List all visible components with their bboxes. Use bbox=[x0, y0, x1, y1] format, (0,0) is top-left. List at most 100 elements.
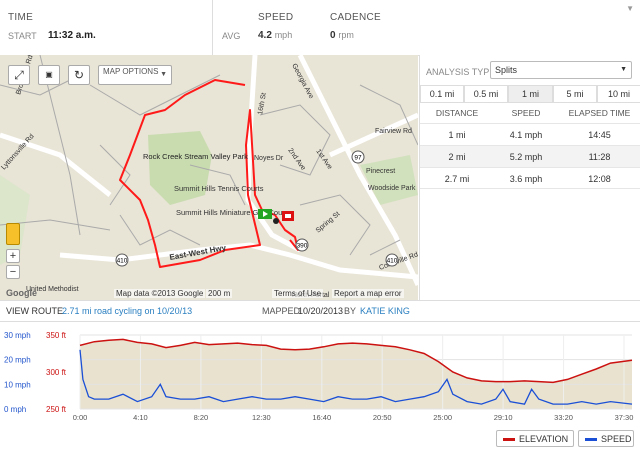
route-shield bbox=[351, 150, 365, 164]
rotate-icon[interactable]: ↻ bbox=[68, 65, 90, 85]
tab-5-mi[interactable]: 5 mi bbox=[553, 85, 597, 103]
avg-speed: 4.2 mph bbox=[258, 30, 292, 41]
time-tick-label: 0:00 bbox=[73, 413, 88, 422]
map-label: Noyes Dr bbox=[254, 155, 284, 162]
time-tick-label: 25:00 bbox=[433, 413, 452, 422]
report-error-link[interactable]: Report a map error bbox=[332, 289, 404, 298]
cadence-value: 0 bbox=[330, 30, 336, 41]
street-view-pegman-icon[interactable] bbox=[6, 223, 20, 245]
map-label: Spring St bbox=[315, 211, 342, 235]
speed-label: SPEED bbox=[258, 12, 294, 23]
time-tick-label: 12:30 bbox=[252, 413, 271, 422]
terms-link[interactable]: Terms of Use bbox=[272, 289, 324, 298]
split-time: 11:28 bbox=[588, 152, 611, 162]
elevation-area bbox=[80, 339, 632, 409]
chart-grid bbox=[79, 334, 632, 410]
analysis-panel: ANALYSIS TYPE Splits ▼ 0.1 mi 0.5 mi 1 m… bbox=[419, 55, 640, 300]
time-tick-label: 37:30 bbox=[615, 413, 634, 422]
header-elapsed-time: ELAPSED TIME bbox=[568, 108, 631, 118]
view-route-label: VIEW ROUTE bbox=[6, 306, 64, 316]
collapse-chevron-icon[interactable]: ▼ bbox=[626, 4, 634, 13]
route-shield bbox=[385, 253, 399, 267]
legend-speed-label: SPEED bbox=[601, 434, 632, 444]
split-distance: 2 mi bbox=[448, 152, 466, 162]
split-row: 1 mi 4.1 mph 14:45 bbox=[420, 123, 640, 145]
legend-elevation[interactable]: ELEVATION bbox=[496, 430, 574, 447]
split-speed: 5.2 mph bbox=[509, 152, 543, 162]
split-speed: 4.1 mph bbox=[509, 130, 543, 140]
elevation-axis: 250 ft 300 ft 350 ft bbox=[46, 331, 67, 414]
map-label: Summit Hills Miniature Golf Course bbox=[176, 208, 293, 217]
elevation-line bbox=[79, 338, 633, 384]
tab-1-mi[interactable]: 1 mi bbox=[508, 85, 553, 103]
play-icon bbox=[263, 211, 268, 217]
map-attribution: Map data ©2013 Google bbox=[114, 289, 206, 298]
map-options-label: MAP OPTIONS bbox=[103, 67, 159, 76]
zoom-out-icon[interactable]: − bbox=[6, 265, 20, 279]
map-label: Woodside Park bbox=[368, 185, 416, 192]
analysis-type-select[interactable]: Splits ▼ bbox=[490, 61, 632, 79]
zoom-in-icon[interactable]: + bbox=[6, 249, 20, 263]
header-distance: DISTANCE bbox=[435, 108, 479, 118]
by-label: BY bbox=[344, 306, 357, 316]
time-tick-label: 16:40 bbox=[312, 413, 331, 422]
splits-header: DISTANCE SPEED ELAPSED TIME bbox=[420, 108, 640, 122]
time-tick-label: 33:20 bbox=[554, 413, 573, 422]
route-shield-label: 410 bbox=[387, 258, 398, 265]
fullscreen-icon[interactable]: ⤢ bbox=[8, 65, 30, 85]
map-label: Fairview Rd bbox=[375, 128, 412, 135]
speed-tick-label: 0 mph bbox=[4, 405, 26, 414]
chevron-down-icon: ▼ bbox=[160, 71, 167, 78]
speed-tick-label: 20 mph bbox=[4, 356, 31, 365]
speed-tick-label: 30 mph bbox=[4, 331, 31, 340]
avg-speed-unit: mph bbox=[274, 30, 293, 40]
elevation-tick-label: 300 ft bbox=[46, 368, 67, 377]
map-label: 16th St bbox=[257, 92, 268, 115]
legend-speed[interactable]: SPEED bbox=[578, 430, 634, 447]
route-shield bbox=[115, 253, 129, 267]
route-map[interactable]: Brookville Rd Lyttonsville Rd Rock Creek… bbox=[0, 55, 418, 300]
header-speed: SPEED bbox=[511, 108, 541, 118]
map-label: Pinecrest bbox=[366, 168, 395, 175]
chevron-down-icon: ▼ bbox=[620, 66, 627, 73]
location-pin-icon bbox=[273, 218, 279, 224]
minor-roads bbox=[0, 55, 418, 256]
split-distance: 2.7 mi bbox=[444, 174, 470, 184]
tab-0-5-mi[interactable]: 0.5 mi bbox=[464, 85, 508, 103]
map-label: East-West Hwy bbox=[169, 243, 227, 262]
map-label: United Methodist bbox=[26, 286, 79, 293]
analysis-type-label: ANALYSIS TYPE bbox=[426, 67, 496, 77]
map-label-line: Rock Creek Stream Valley Park bbox=[143, 152, 248, 161]
google-logo: Google bbox=[6, 288, 37, 298]
map-canvas[interactable]: Brookville Rd Lyttonsville Rd Rock Creek… bbox=[0, 55, 418, 300]
start-label: START bbox=[8, 31, 37, 41]
time-tick-label: 29:10 bbox=[494, 413, 513, 422]
time-label: TIME bbox=[8, 12, 34, 23]
map-label: Rock Creek Stream Valley Park bbox=[143, 152, 248, 161]
route-link[interactable]: 2.71 mi road cycling on 10/20/13 bbox=[62, 306, 193, 316]
route-shield-label: 390 bbox=[297, 243, 308, 250]
route-shield-label: 97 bbox=[354, 155, 362, 162]
map-scale: 200 m bbox=[206, 289, 233, 298]
video-icon[interactable]: ▣ bbox=[38, 65, 60, 85]
tab-0-1-mi[interactable]: 0.1 mi bbox=[420, 85, 464, 103]
time-tick-label: 8:20 bbox=[194, 413, 209, 422]
mapped-date: 10/20/2013 bbox=[298, 306, 344, 316]
split-time: 12:08 bbox=[588, 174, 611, 184]
route-bar: VIEW ROUTE 2.71 mi road cycling on 10/20… bbox=[0, 300, 640, 322]
stop-icon bbox=[285, 214, 291, 218]
split-row: 2 mi 5.2 mph 11:28 bbox=[420, 145, 640, 167]
analysis-type-value: Splits bbox=[495, 65, 518, 75]
legend-elevation-label: ELEVATION bbox=[519, 434, 569, 444]
tab-10-mi[interactable]: 10 mi bbox=[597, 85, 640, 103]
route-shield-label: 410 bbox=[117, 258, 128, 265]
avg-label: AVG bbox=[222, 31, 241, 41]
time-tick-label: 20:50 bbox=[373, 413, 392, 422]
map-labels: Brookville Rd Lyttonsville Rd Rock Creek… bbox=[0, 55, 418, 299]
map-options-select[interactable]: MAP OPTIONS ▼ bbox=[98, 65, 172, 85]
author-link[interactable]: KATIE KING bbox=[360, 306, 410, 316]
park-area bbox=[148, 131, 212, 205]
mapped-label: MAPPED bbox=[262, 306, 301, 316]
park-area bbox=[360, 155, 418, 205]
route-shields: 97 390 410 410 bbox=[115, 150, 399, 267]
